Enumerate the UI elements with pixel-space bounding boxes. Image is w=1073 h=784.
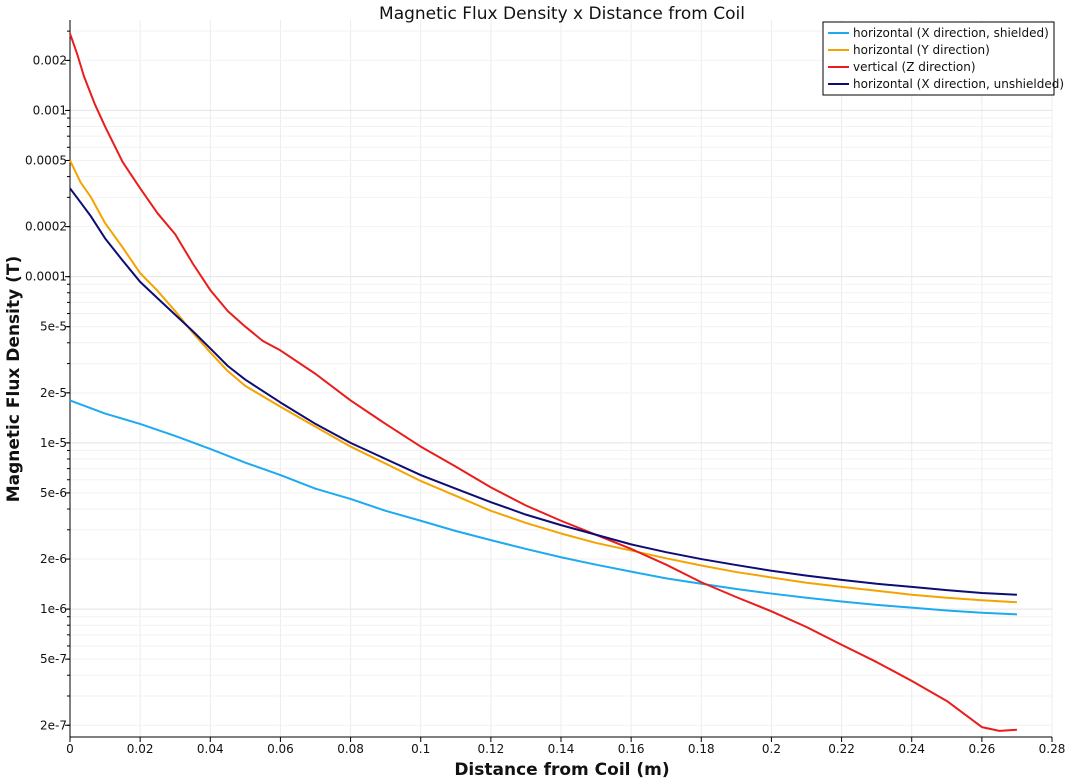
y-tick-label: 5e-6 [40,486,67,500]
series-lines [69,33,1017,732]
x-axis-title: Distance from Coil (m) [454,760,669,780]
x-tick-label: 0.12 [477,742,504,756]
x-tick-label: 0 [66,742,74,756]
x-tick-label: 0.16 [618,742,645,756]
y-tick-label: 0.0002 [25,220,67,234]
grid [69,20,1053,737]
x-tick-label: 0.04 [197,742,224,756]
series-line-3 [69,33,1017,732]
x-axis-ticks: 0 0.02 0.04 0.06 0.08 0.1 0.12 0.14 0.16 0.18 0.2 0… [66,737,1065,756]
x-tick-label: 0.2 [762,742,781,756]
series-line-1 [69,399,1017,616]
x-tick-label: 0.28 [1039,742,1066,756]
y-tick-label: 1e-6 [40,602,67,616]
series-line-2 [69,160,1017,604]
y-tick-label: 2e-7 [40,718,67,732]
x-tick-label: 0.26 [968,742,995,756]
chart-title: Magnetic Flux Density x Distance from Co… [379,4,745,24]
series-line-4 [69,187,1017,596]
y-tick-label: 5e-7 [40,652,67,666]
x-tick-label: 0.1 [411,742,430,756]
y-tick-label: 0.002 [33,53,67,67]
legend-box [822,21,1055,96]
y-tick-label: 5e-5 [40,320,67,334]
x-tick-label: 0.14 [548,742,575,756]
legend-label-2: horizontal (Y direction) [853,43,990,57]
y-tick-label: 1e-5 [40,436,67,450]
x-tick-label: 0.22 [828,742,855,756]
y-tick-label: 2e-5 [40,386,67,400]
legend: horizontal (X direction, shielded) horizo… [822,21,1064,96]
y-axis-ticks: 0.002 0.001 0.0005 0.0002 0.0001 5e-5 2e-5 1e-5… [25,30,70,732]
x-tick-label: 0.08 [337,742,364,756]
x-tick-label: 0.18 [688,742,715,756]
x-tick-label: 0.24 [898,742,925,756]
legend-label-4: horizontal (X direction, unshielded) [853,77,1064,91]
y-tick-label: 0.0005 [25,153,67,167]
x-tick-label: 0.02 [127,742,154,756]
y-tick-label: 0.001 [33,103,67,117]
x-tick-label: 0.06 [267,742,294,756]
y-tick-label: 0.0001 [25,270,67,284]
legend-label-1: horizontal (X direction, shielded) [853,26,1049,40]
y-axis-title: Magnetic Flux Density (T) [4,256,24,503]
legend-label-3: vertical (Z direction) [853,60,976,74]
y-tick-label: 2e-6 [40,552,67,566]
